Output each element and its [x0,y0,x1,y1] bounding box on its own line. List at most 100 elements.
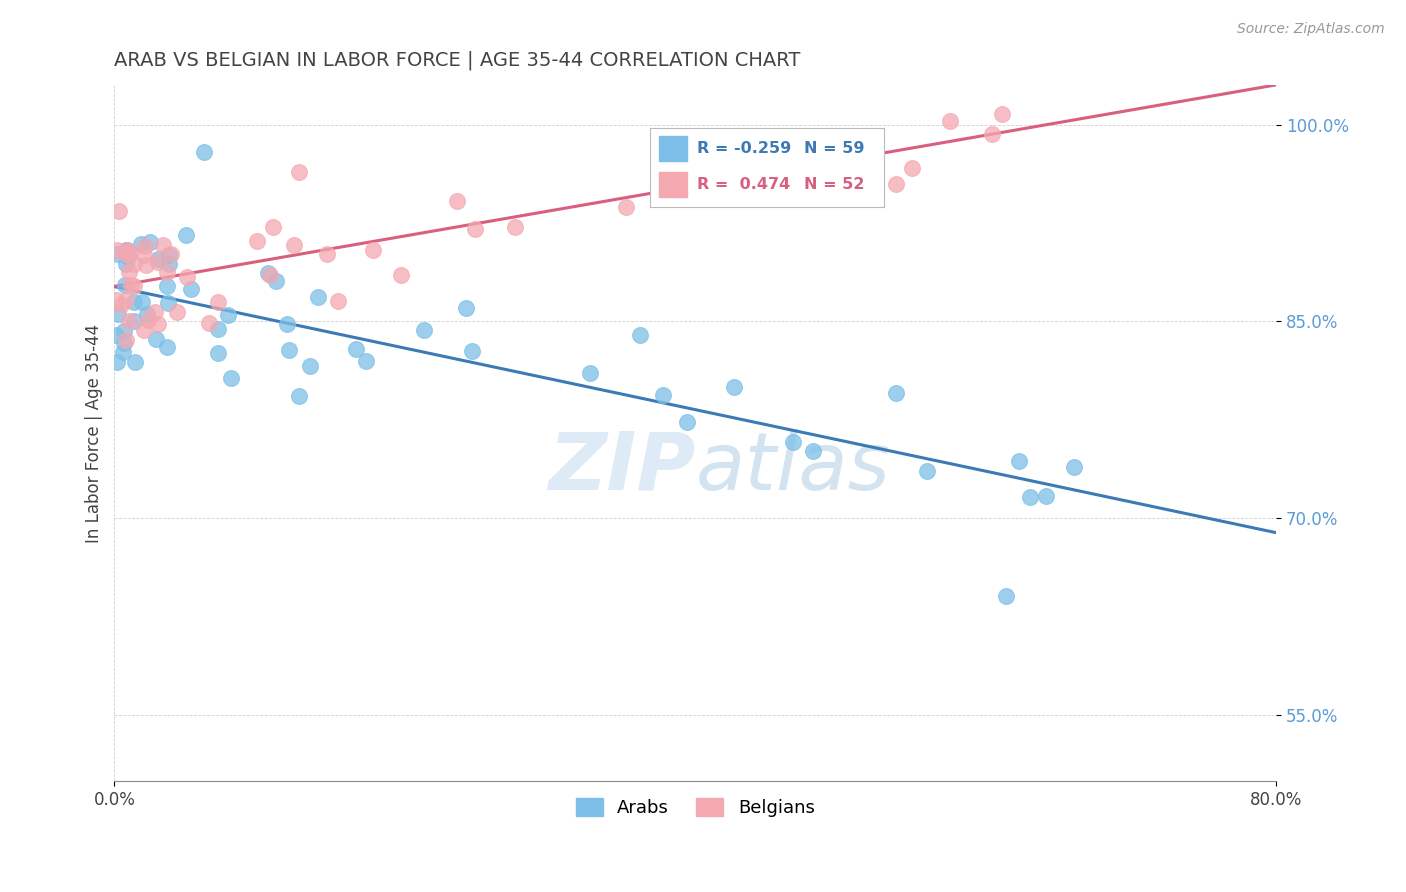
Point [991,107,1014,121]
Point [124,355,146,369]
Point [129,236,152,251]
Point [207,294,229,309]
Point [174,227,197,242]
Point [124,295,146,310]
Point [117,244,139,258]
Point [259,268,281,282]
Point [276,317,298,331]
Point [217,308,239,322]
Point [134,248,156,262]
Point [146,255,169,269]
Point [389,268,412,282]
Point [685,159,707,173]
Text: R =  0.474: R = 0.474 [696,178,790,193]
Point [112,345,135,359]
Point [915,464,938,478]
Point [115,244,138,258]
Point [782,434,804,449]
Point [219,371,242,385]
Point [115,247,138,261]
Point [938,113,960,128]
Point [132,323,155,337]
Point [745,146,768,161]
Point [131,295,153,310]
Point [115,244,138,258]
Point [136,307,159,321]
Point [166,305,188,319]
Point [176,270,198,285]
Point [118,245,141,260]
Bar [659,172,688,197]
Point [344,342,367,356]
Point [193,145,215,160]
Point [461,344,484,359]
Point [157,248,180,262]
Point [118,265,141,279]
Point [446,194,468,209]
Point [676,415,699,429]
Point [207,321,229,335]
Point [578,366,600,380]
Legend: Arabs, Belgians: Arabs, Belgians [568,790,823,824]
Point [155,278,177,293]
Point [180,282,202,296]
Point [361,243,384,257]
Point [628,327,651,342]
Point [1008,454,1031,468]
Point [1035,489,1057,503]
Point [146,318,169,332]
Point [156,265,179,279]
Bar [659,136,688,161]
Point [801,443,824,458]
Point [107,247,129,261]
Point [307,290,329,304]
Point [246,234,269,248]
Point [156,296,179,310]
Text: atlas: atlas [695,429,890,507]
Point [145,305,167,319]
Point [134,239,156,253]
Point [733,189,755,203]
Text: Source: ZipAtlas.com: Source: ZipAtlas.com [1237,22,1385,37]
Point [104,328,127,343]
Point [105,355,128,369]
Point [160,247,183,261]
Point [262,219,284,234]
Point [1063,460,1085,475]
Point [117,250,139,264]
Point [257,266,280,280]
Point [762,135,785,149]
Point [115,257,138,271]
Point [412,323,434,337]
Y-axis label: In Labor Force | Age 35-44: In Labor Force | Age 35-44 [86,324,103,542]
Point [145,332,167,346]
Point [723,379,745,393]
Point [152,237,174,252]
Point [901,161,924,175]
Point [136,313,159,327]
Point [1019,491,1042,505]
Point [316,246,339,260]
Point [120,277,142,292]
Point [886,177,908,191]
Point [139,235,162,249]
Point [283,238,305,252]
Point [651,387,673,401]
Text: N = 52: N = 52 [804,178,865,193]
Point [124,278,146,293]
Point [299,359,322,373]
Text: R = -0.259: R = -0.259 [696,141,790,156]
Point [197,316,219,330]
Point [287,389,309,403]
Point [356,353,378,368]
Point [884,385,907,400]
Point [454,301,477,316]
Point [464,221,486,235]
Point [117,314,139,328]
Point [157,256,180,270]
Point [980,127,1002,141]
Point [122,257,145,271]
Point [146,252,169,267]
Point [503,220,526,235]
Point [278,343,301,357]
